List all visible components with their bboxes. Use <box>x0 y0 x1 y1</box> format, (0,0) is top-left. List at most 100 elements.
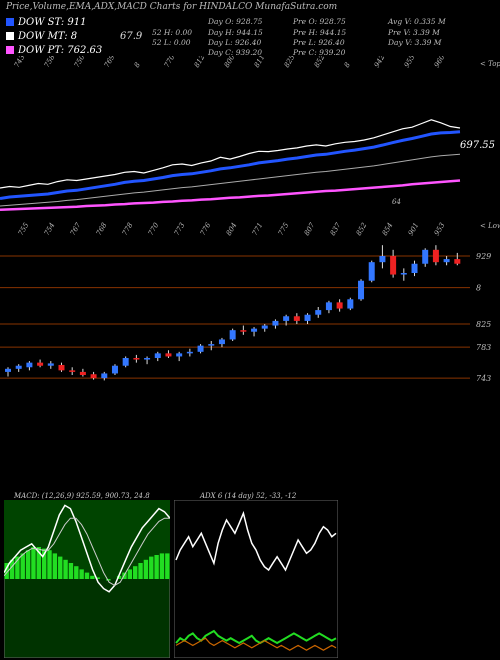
upper-top-label: 852 <box>313 56 327 69</box>
candle-top-labels: 755 754 767 768 778 770 773 776 804 771 775 807 837 8… <box>17 222 447 237</box>
candle-body <box>336 302 343 309</box>
stat-52l: 52 L: 0.00 <box>152 38 191 47</box>
candle-top-label: 776 <box>199 222 213 237</box>
candle-top-label: 807 <box>303 222 317 237</box>
candle-body <box>293 316 300 321</box>
macd-series <box>4 504 170 593</box>
candles <box>5 245 461 381</box>
macd-hist-bar <box>154 555 159 579</box>
upper-right-label: < Topo <box>480 60 500 68</box>
legend-swatch-st <box>6 18 14 26</box>
upper-top-label: 800 <box>223 56 237 69</box>
candle-body <box>218 339 225 345</box>
price-level-label: 929 <box>476 252 491 261</box>
upper-top-label: 960 <box>433 56 447 69</box>
candle-body <box>122 358 129 366</box>
candlestick-chart: 929 8 825 783 743 755 754 767 768 778 770 773 776 80… <box>0 222 500 383</box>
macd-hist-bar <box>143 559 149 579</box>
macd-hist-bar <box>74 566 79 579</box>
upper-price-label: 697.55 <box>460 140 495 151</box>
candle-top-label: 953 <box>433 222 447 237</box>
candle-body <box>325 302 332 311</box>
ema-series-3 <box>0 179 461 212</box>
candle-right-label: < Lower <box>480 222 500 230</box>
candle-top-label: 771 <box>251 222 265 237</box>
upper-top-labels: 743 758 750 769 8 770 812 800 811 825 852 8 942 955 96… <box>13 56 447 69</box>
stat-avg-v: Avg V: 0.335 M <box>388 17 446 26</box>
macd-title: MACD: (12,26,9) 925.59, 900.73, 24.8 <box>14 492 150 500</box>
stat-pre-o: Pre O: 928.75 <box>293 17 346 26</box>
candle-top-label: 768 <box>95 222 109 237</box>
macd-hist-bar <box>122 572 127 579</box>
candle-body <box>133 358 140 360</box>
macd-hist-bar <box>58 556 63 579</box>
macd-hist-bar <box>41 548 47 579</box>
candle-top-label: 770 <box>147 222 161 237</box>
macd-panel <box>4 500 170 658</box>
legend-swatch-pt <box>6 46 14 54</box>
candle-body <box>90 374 97 379</box>
legend-dow-mt: DOW MT: 8 <box>6 31 77 42</box>
candle-body <box>443 259 450 263</box>
mt-value: 67.9 <box>120 31 143 42</box>
stat-day-o: Day O: 928.75 <box>208 17 263 26</box>
candle-body <box>5 368 11 372</box>
stat-day-c: Day C: 939.20 <box>208 48 262 57</box>
candle-body <box>154 353 161 358</box>
adx-line-plus <box>175 629 337 645</box>
adx-series <box>175 510 337 651</box>
candle-top-label: 755 <box>17 222 31 237</box>
candle-body <box>58 364 65 371</box>
candle-body <box>197 345 204 352</box>
stat-pre-c: Pre C: 939.20 <box>293 48 346 57</box>
candle-body <box>379 256 386 263</box>
upper-top-label: 955 <box>403 56 417 69</box>
macd-hist-bar <box>149 556 154 579</box>
candle-body <box>47 363 54 366</box>
candle-body <box>411 263 418 273</box>
price-levels: 929 8 825 783 743 <box>0 252 491 383</box>
adx-panel <box>174 500 338 658</box>
candle-body <box>144 358 151 360</box>
macd-hist-bar <box>4 563 9 579</box>
stat-day-h: Day H: 944.15 <box>208 28 263 37</box>
macd-hist-bar <box>9 559 15 579</box>
adx-line-minus <box>175 637 337 651</box>
candle-top-label: 837 <box>329 222 343 237</box>
adx-title: ADX 6 (14 day) 52, -33, -12 <box>200 492 297 500</box>
ema-series-2 <box>0 153 461 207</box>
candle-body <box>229 330 236 340</box>
candle-body <box>251 328 258 332</box>
macd-hist-bar <box>165 553 170 579</box>
candle-body <box>347 299 354 309</box>
macd-hist-bar <box>138 563 143 579</box>
macd-hist-bar <box>95 577 100 579</box>
upper-bottom-label: 64 <box>392 198 401 206</box>
price-level-label: 8 <box>476 284 481 293</box>
macd-hist-bar <box>133 566 138 579</box>
candle-top-label: 775 <box>277 222 291 237</box>
candle-body <box>272 320 279 326</box>
upper-top-label: 750 <box>73 56 87 69</box>
macd-hist-bar <box>90 575 95 579</box>
macd-hist-bar <box>20 553 25 579</box>
upper-ema-chart: 743 758 750 769 8 770 812 800 811 825 852 8 942 955 96… <box>0 56 500 212</box>
stat-pre-v: Pre V: 3.39 M <box>388 28 440 37</box>
stat-pre-h: Pre H: 944.15 <box>293 28 347 37</box>
price-level-label: 825 <box>476 320 491 329</box>
candle-body <box>390 256 397 275</box>
stat-day-v: Day V: 3.39 M <box>388 38 442 47</box>
candle-body <box>358 280 365 300</box>
candle-top-label: 778 <box>121 222 135 237</box>
legend-swatch-mt <box>6 32 14 40</box>
macd-line-macd <box>4 504 170 593</box>
macd-hist-bar <box>52 553 58 579</box>
macd-line-signal <box>4 517 170 586</box>
candle-body <box>165 353 172 357</box>
upper-top-label: 812 <box>193 56 207 69</box>
candle-body <box>186 351 193 354</box>
candle-top-label: 901 <box>407 222 421 237</box>
candle-top-label: 852 <box>355 222 369 237</box>
candle-body <box>261 325 268 329</box>
upper-top-label: 743 <box>13 56 27 69</box>
